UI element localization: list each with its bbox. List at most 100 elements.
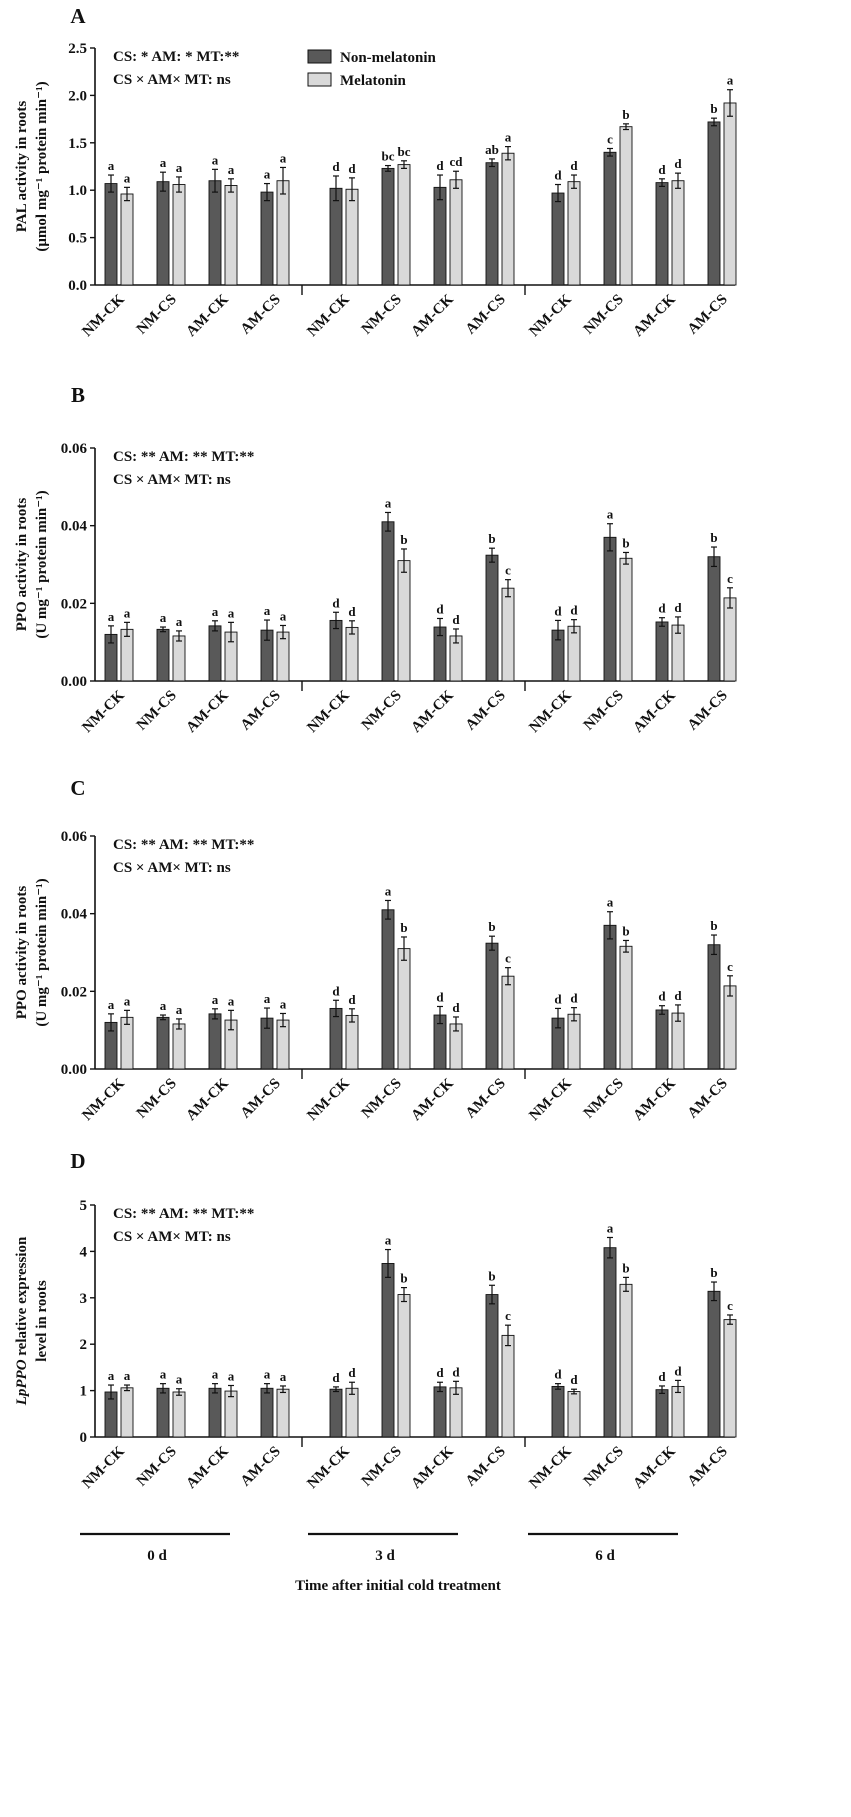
y-axis-label-line1: LpPPO relative expression bbox=[14, 1236, 30, 1406]
significance-letter: c bbox=[505, 1308, 511, 1323]
significance-letter: a bbox=[176, 1002, 183, 1017]
x-tick-label: AM-CK bbox=[630, 687, 679, 736]
bar-melatonin bbox=[224, 185, 238, 286]
time-group-label: 3 d bbox=[375, 1548, 395, 1564]
y-axis-label-italic: LpPPO bbox=[14, 1359, 30, 1406]
bar-non-melatonin bbox=[208, 1387, 222, 1438]
significance-letter: b bbox=[710, 918, 717, 933]
bar-non-melatonin bbox=[655, 182, 669, 286]
y-axis-label-line1: PPO activity in roots bbox=[14, 886, 30, 1020]
significance-letter: a bbox=[280, 996, 287, 1011]
x-tick-label: NM-CK bbox=[526, 687, 575, 736]
significance-letter: a bbox=[228, 605, 235, 620]
y-axis-label-text: PPO activity in roots bbox=[14, 886, 30, 1020]
significance-letter: a bbox=[264, 603, 271, 618]
y-tick-label: 0 bbox=[80, 1430, 88, 1446]
significance-letter: a bbox=[176, 160, 183, 175]
significance-letter: a bbox=[108, 158, 115, 173]
y-axis-label-line2: (U mg⁻¹ protein min⁻¹) bbox=[34, 490, 50, 638]
significance-letter: d bbox=[570, 1372, 578, 1387]
bar-melatonin bbox=[723, 597, 737, 682]
bar-non-melatonin bbox=[260, 1387, 274, 1438]
bar-non-melatonin bbox=[208, 625, 222, 682]
stats-line-1: CS: ** AM: ** MT:** bbox=[113, 449, 254, 465]
x-tick-label: NM-CK bbox=[304, 291, 353, 340]
x-tick-label: AM-CK bbox=[630, 1443, 679, 1492]
x-tick-label: AM-CK bbox=[408, 687, 457, 736]
significance-letter: a bbox=[385, 1233, 392, 1248]
x-tick-label: NM-CK bbox=[79, 1443, 128, 1492]
significance-letter: b bbox=[400, 920, 407, 935]
y-tick-label: 0.06 bbox=[61, 441, 88, 457]
bar-melatonin bbox=[172, 1023, 186, 1070]
legend-swatch-melatonin bbox=[307, 72, 332, 87]
significance-letter: c bbox=[727, 571, 733, 586]
y-tick-label: 4 bbox=[80, 1244, 88, 1260]
significance-letter: d bbox=[332, 159, 340, 174]
y-axis-label-text: relative expression bbox=[14, 1236, 30, 1359]
significance-letter: a bbox=[228, 162, 235, 177]
x-tick-label: AM-CS bbox=[238, 292, 284, 338]
bar-melatonin bbox=[276, 1019, 290, 1070]
significance-letter: d bbox=[452, 612, 460, 627]
y-tick-label: 0.04 bbox=[61, 519, 88, 535]
bar-melatonin bbox=[501, 152, 515, 286]
x-axis-title: Time after initial cold treatment bbox=[295, 1578, 501, 1594]
bar-non-melatonin bbox=[655, 1009, 669, 1070]
significance-letter: b bbox=[400, 1271, 407, 1286]
bar-melatonin bbox=[671, 180, 685, 286]
significance-letter: a bbox=[228, 1368, 235, 1383]
significance-letter: d bbox=[332, 595, 340, 610]
bar-melatonin bbox=[276, 1388, 290, 1438]
significance-letter: a bbox=[607, 1220, 614, 1235]
panel-label: B bbox=[71, 383, 85, 407]
significance-letter: a bbox=[176, 1372, 183, 1387]
significance-letter: a bbox=[176, 614, 183, 629]
y-tick-label: 0.02 bbox=[61, 984, 87, 1000]
significance-letter: a bbox=[264, 991, 271, 1006]
significance-letter: a bbox=[108, 1368, 115, 1383]
x-tick-label: NM-CS bbox=[134, 1444, 180, 1490]
bar-non-melatonin bbox=[603, 924, 617, 1070]
bar-melatonin bbox=[172, 1391, 186, 1438]
significance-letter: a bbox=[607, 895, 614, 910]
legend-label: Melatonin bbox=[340, 73, 406, 89]
y-tick-label: 0.5 bbox=[68, 231, 87, 247]
x-tick-label: AM-CS bbox=[685, 1076, 731, 1122]
bar-non-melatonin bbox=[707, 944, 721, 1070]
significance-letter: bc bbox=[382, 149, 395, 164]
x-tick-label: NM-CK bbox=[304, 1075, 353, 1124]
bar-melatonin bbox=[345, 1014, 359, 1070]
y-axis-label-line2: (U mg⁻¹ protein min⁻¹) bbox=[34, 878, 50, 1026]
bar-non-melatonin bbox=[551, 1385, 565, 1438]
bar-non-melatonin bbox=[329, 619, 343, 682]
bar-melatonin bbox=[501, 975, 515, 1070]
bar-melatonin bbox=[397, 1294, 411, 1438]
bar-non-melatonin bbox=[485, 942, 499, 1070]
bar-melatonin bbox=[276, 180, 290, 286]
bar-non-melatonin bbox=[156, 1387, 170, 1438]
significance-letter: d bbox=[332, 1370, 340, 1385]
significance-letter: d bbox=[658, 1369, 666, 1384]
significance-letter: d bbox=[674, 1363, 682, 1378]
significance-letter: a bbox=[124, 605, 131, 620]
y-axis-label-text: PAL activity in roots bbox=[14, 101, 30, 233]
x-tick-label: NM-CK bbox=[79, 291, 128, 340]
bar-melatonin bbox=[172, 184, 186, 286]
y-tick-label: 0.04 bbox=[61, 907, 88, 923]
bar-melatonin bbox=[449, 1387, 463, 1438]
significance-letter: d bbox=[436, 989, 444, 1004]
significance-letter: a bbox=[264, 1367, 271, 1382]
bar-melatonin bbox=[224, 1390, 238, 1438]
legend-label: Non-melatonin bbox=[340, 50, 436, 66]
significance-letter: d bbox=[570, 603, 578, 618]
bar-melatonin bbox=[567, 1013, 581, 1070]
bar-melatonin bbox=[397, 164, 411, 286]
x-tick-label: AM-CS bbox=[463, 1444, 509, 1490]
bar-melatonin bbox=[567, 181, 581, 286]
significance-letter: a bbox=[212, 152, 219, 167]
bar-non-melatonin bbox=[707, 556, 721, 682]
y-axis-label-line2: (μmol mg⁻¹ protein min⁻¹) bbox=[34, 81, 50, 251]
x-tick-label: NM-CS bbox=[359, 1076, 405, 1122]
significance-letter: a bbox=[124, 170, 131, 185]
